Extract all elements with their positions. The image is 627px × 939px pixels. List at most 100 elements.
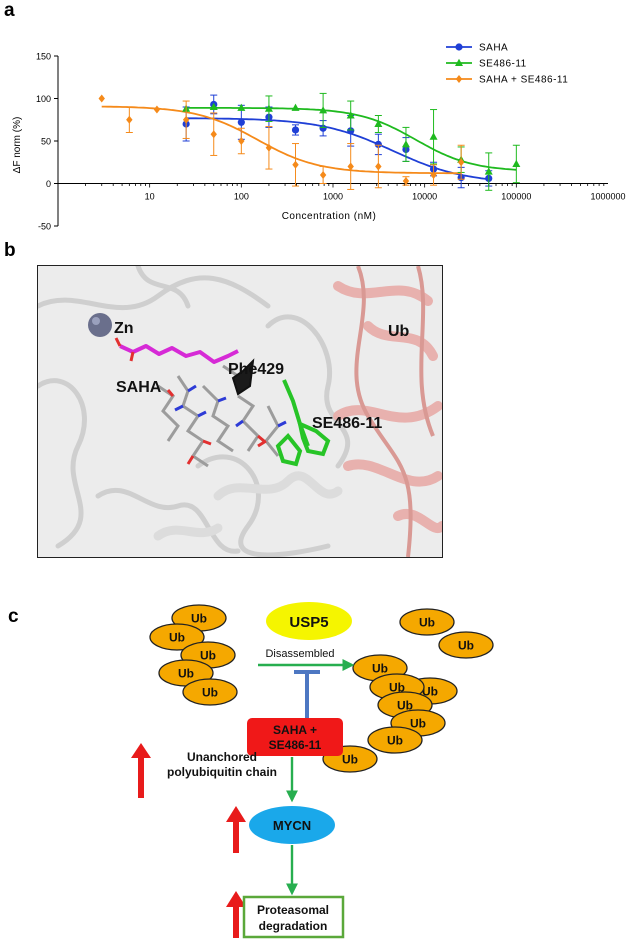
inhibitor-label-2: SE486-11 (269, 738, 322, 752)
ub-label: Ub (342, 753, 358, 767)
data-point (291, 126, 300, 134)
y-axis-label: ΔF norm (%) (12, 117, 23, 174)
data-point (455, 43, 463, 51)
saha-ligand (119, 344, 239, 364)
x-axis-label: Concentration (nM) (282, 211, 377, 222)
legend-label: SAHA + SE486-11 (479, 75, 568, 86)
degradation-label-2: degradation (259, 919, 328, 933)
data-point (374, 119, 383, 127)
ub-node: Ub (149, 623, 205, 651)
data-point (319, 124, 327, 132)
y-tick-label: 100 (36, 94, 51, 104)
data-point (209, 102, 218, 110)
zn-label: Zn (114, 320, 134, 337)
panel-label-c: c (8, 606, 19, 627)
fit-curve (101, 105, 462, 175)
data-point (291, 103, 300, 111)
data-point (265, 143, 273, 152)
se486-ligand (275, 379, 331, 467)
data-point (347, 127, 355, 135)
data-points (98, 92, 521, 191)
ub-node: Ub (399, 608, 455, 636)
ub-label: Ub (372, 662, 388, 676)
data-point (430, 171, 437, 179)
data-point (346, 111, 355, 119)
up-arrow-chain (131, 743, 151, 798)
data-point (347, 162, 354, 171)
data-point (401, 140, 410, 148)
ub-node: Ub (182, 678, 238, 706)
panel-label-b: b (4, 240, 16, 261)
panel-label-a: a (4, 0, 15, 21)
ub-label: Ub (202, 686, 218, 700)
inhibitor-label-1: SAHA + (273, 723, 317, 737)
chain-label-2: polyubiquitin chain (167, 765, 277, 779)
data-point (98, 94, 105, 103)
data-point (264, 104, 273, 112)
x-tick-label: 100 (234, 192, 249, 202)
chain-label-1: Unanchored (187, 750, 257, 764)
degradation-box (242, 895, 345, 939)
ub-label: Ub (419, 616, 435, 630)
data-point (375, 162, 382, 171)
structure-image: Zn SAHA Phe429 SE486-11 Ub (37, 265, 443, 558)
x-tick-label: 10000 (412, 192, 437, 202)
x-tick-label: 1000 (323, 192, 343, 202)
se486-label: SE486-11 (312, 415, 382, 432)
y-tick-label: 0 (46, 179, 51, 189)
inhibitor-box (247, 718, 343, 756)
usp5-label: USP5 (289, 614, 328, 631)
fit-curve (186, 117, 489, 181)
ub-label: Ub (178, 667, 194, 681)
ub-label: Ub (397, 699, 413, 713)
usp5-node (266, 602, 352, 640)
data-point (484, 167, 493, 175)
saha-label: SAHA (116, 379, 162, 396)
data-point (319, 106, 328, 114)
data-point (429, 132, 438, 140)
ub-label: Ub (387, 734, 403, 748)
data-point (455, 58, 463, 66)
phe429-residue (231, 358, 255, 396)
chart-legend: SAHA SE486-11 SAHA + SE486-11 (446, 43, 568, 86)
data-point (238, 137, 245, 145)
y-tick-label: -50 (38, 222, 51, 232)
ub-label: Ub (388, 323, 410, 340)
y-tick-label: 50 (41, 137, 51, 147)
phe429-label: Phe429 (228, 361, 284, 378)
disassembled-label: Disassembled (265, 648, 334, 660)
ub-label: Ub (410, 717, 426, 731)
ub-node: Ub (438, 631, 494, 659)
data-point (319, 171, 327, 179)
data-point (292, 160, 299, 169)
chart-axes: -50 0 50 100 150 10 100 1000 10000 100000 1000000 (36, 52, 626, 232)
ub-label: Ub (458, 639, 474, 653)
ub-label: Ub (422, 685, 438, 699)
legend-label: SAHA (479, 43, 508, 54)
up-arrow-degradation (226, 891, 246, 938)
data-point (153, 105, 161, 114)
zn-atom (88, 313, 112, 337)
data-point (182, 115, 190, 124)
up-arrow-mycn (226, 806, 246, 853)
ub-label: Ub (200, 649, 216, 663)
data-point (512, 159, 521, 167)
data-point (374, 140, 382, 148)
inhibition-bar (294, 670, 320, 718)
y-tick-label: 150 (36, 52, 51, 62)
mycn-node (249, 806, 335, 844)
ub-node: Ub (367, 726, 423, 754)
ub-label: Ub (169, 631, 185, 645)
fit-curves (101, 105, 517, 181)
ub-label: Ub (191, 612, 207, 626)
x-tick-label: 1000000 (590, 192, 625, 202)
x-tick-label: 10 (145, 192, 155, 202)
data-point (237, 103, 246, 111)
data-point (457, 158, 465, 167)
data-point (455, 75, 463, 83)
mycn-label: MYCN (273, 818, 311, 833)
degradation-label-1: Proteasomal (257, 903, 329, 917)
